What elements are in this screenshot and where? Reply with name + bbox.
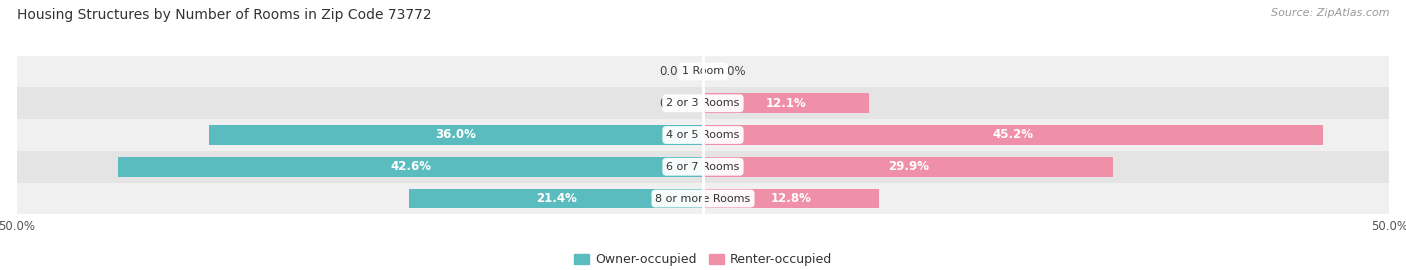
Text: 2 or 3 Rooms: 2 or 3 Rooms	[666, 98, 740, 108]
Bar	[17, 183, 1389, 214]
Text: 36.0%: 36.0%	[436, 129, 477, 141]
Text: Source: ZipAtlas.com: Source: ZipAtlas.com	[1271, 8, 1389, 18]
Text: Housing Structures by Number of Rooms in Zip Code 73772: Housing Structures by Number of Rooms in…	[17, 8, 432, 22]
Bar	[703, 189, 879, 208]
Text: 29.9%: 29.9%	[887, 160, 928, 173]
Bar	[17, 119, 1389, 151]
Bar	[118, 157, 703, 177]
Bar	[209, 125, 703, 145]
Bar	[703, 93, 869, 113]
Text: 6 or 7 Rooms: 6 or 7 Rooms	[666, 162, 740, 172]
Text: 0.0%: 0.0%	[659, 65, 689, 78]
Text: 42.6%: 42.6%	[391, 160, 432, 173]
Text: 12.1%: 12.1%	[766, 97, 807, 110]
Text: 21.4%: 21.4%	[536, 192, 576, 205]
Text: 0.0%: 0.0%	[659, 97, 689, 110]
Text: 8 or more Rooms: 8 or more Rooms	[655, 194, 751, 204]
Bar	[703, 157, 1114, 177]
Bar	[17, 151, 1389, 183]
Bar	[17, 87, 1389, 119]
Legend: Owner-occupied, Renter-occupied: Owner-occupied, Renter-occupied	[568, 248, 838, 270]
Bar	[17, 56, 1389, 87]
Text: 1 Room: 1 Room	[682, 66, 724, 76]
Text: 12.8%: 12.8%	[770, 192, 811, 205]
Text: 4 or 5 Rooms: 4 or 5 Rooms	[666, 130, 740, 140]
Text: 45.2%: 45.2%	[993, 129, 1033, 141]
Text: 0.0%: 0.0%	[717, 65, 747, 78]
Bar	[409, 189, 703, 208]
Bar	[703, 125, 1323, 145]
